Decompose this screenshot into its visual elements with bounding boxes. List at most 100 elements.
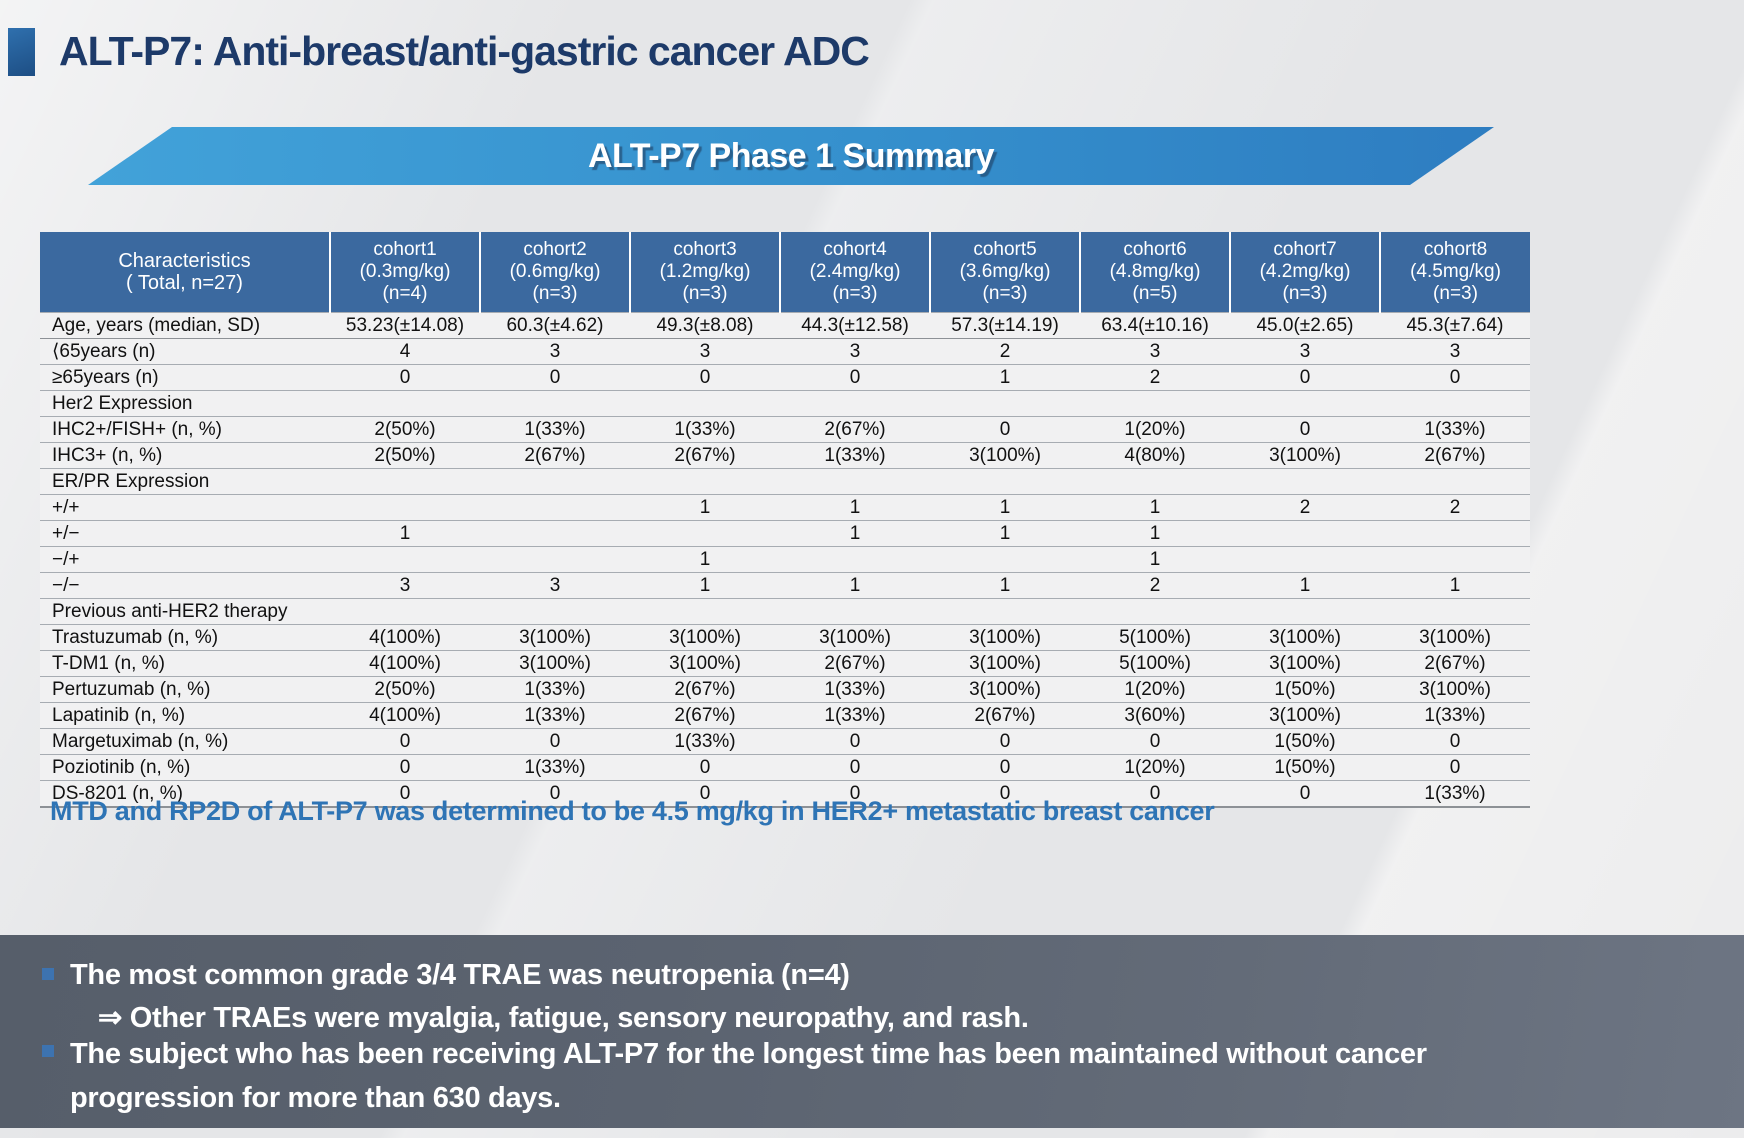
cell-value: 0	[1230, 416, 1380, 443]
cohort-header: cohort6 (4.8mg/kg) (n=5)	[1079, 232, 1230, 313]
cell-value: 3(100%)	[930, 650, 1080, 677]
cell-value: 3	[630, 338, 780, 365]
cell-value: 1	[930, 494, 1080, 521]
cell-value: 3(100%)	[780, 624, 930, 651]
bullet-square-icon	[42, 968, 54, 980]
table-row: Age, years (median, SD) 53.23(±14.08) 60.3…	[40, 312, 1530, 339]
row-label: Trastuzumab (n, %)	[40, 624, 330, 651]
table-row: Lapatinib (n, %) 4(100%) 1(33%) 2(67%) 1(33%…	[40, 702, 1530, 729]
cell-value	[480, 494, 630, 521]
cell-value: 0	[1080, 780, 1230, 808]
cell-value: 2(50%)	[330, 676, 480, 703]
cell-value: 1	[780, 520, 930, 547]
cell-value: 0	[630, 364, 780, 391]
cell-value: 1(33%)	[1380, 780, 1530, 808]
cell-value: 0	[930, 728, 1080, 755]
row-label: IHC2+/FISH+ (n, %)	[40, 416, 330, 443]
cell-value: 0	[930, 754, 1080, 781]
cell-value	[930, 546, 1080, 573]
row-label: Poziotinib (n, %)	[40, 754, 330, 781]
summary-table: Characteristics( Total, n=27) cohort1 (0.3…	[40, 232, 1530, 808]
row-label: Age, years (median, SD)	[40, 312, 330, 339]
cell-value	[1380, 546, 1530, 573]
cell-value: 53.23(±14.08)	[330, 312, 480, 339]
cell-value: 2(67%)	[630, 442, 780, 469]
cell-value: 0	[780, 780, 930, 808]
cell-value: 1(33%)	[480, 676, 630, 703]
cell-value: 1(33%)	[480, 702, 630, 729]
cell-value: 45.0(±2.65)	[1230, 312, 1380, 339]
characteristics-header: Characteristics( Total, n=27)	[40, 232, 330, 313]
table-row: ≥65years (n) 0 0 0 0 1 2 0 0	[40, 364, 1530, 391]
table-row: IHC3+ (n, %) 2(50%) 2(67%) 2(67%) 1(33%) 3(10…	[40, 442, 1530, 469]
table-row: +/− 1 1 1 1	[40, 520, 1530, 547]
highlights-box: The most common grade 3/4 TRAE was neutr…	[0, 935, 1744, 1128]
cell-value: 4(100%)	[330, 650, 480, 677]
row-label: Margetuximab (n, %)	[40, 728, 330, 755]
cell-value: 0	[630, 754, 780, 781]
cell-value: 1	[330, 520, 480, 547]
cell-value: 0	[930, 416, 1080, 443]
cohort-header: cohort3 (1.2mg/kg) (n=3)	[629, 232, 780, 313]
cell-value: 1	[930, 520, 1080, 547]
cell-value: 63.4(±10.16)	[1080, 312, 1230, 339]
cell-value	[330, 546, 480, 573]
table-header-row: Characteristics( Total, n=27) cohort1 (0.3…	[40, 232, 1530, 313]
cell-value: 4(100%)	[330, 702, 480, 729]
cell-value: 2(67%)	[1380, 650, 1530, 677]
cell-value: 2(67%)	[630, 702, 780, 729]
cell-value: 44.3(±12.58)	[780, 312, 930, 339]
cell-value: 3	[780, 338, 930, 365]
cell-value: 5(100%)	[1080, 650, 1230, 677]
table-row: ER/PR Expression	[40, 468, 1530, 495]
cell-value: 1	[1080, 546, 1230, 573]
cell-value: 1	[630, 546, 780, 573]
slide-title: ALT-P7: Anti-breast/anti-gastric cancer …	[59, 28, 870, 74]
cell-value: 1	[1380, 572, 1530, 599]
row-label: ⟨65years (n)	[40, 338, 330, 365]
cell-value: 3(100%)	[1230, 650, 1380, 677]
table-row: Margetuximab (n, %) 0 0 1(33%) 0 0 0 1(50%) 0	[40, 728, 1530, 755]
cell-value: 0	[330, 728, 480, 755]
cell-value: 1(20%)	[1080, 676, 1230, 703]
banner-title: ALT-P7 Phase 1 Summary	[588, 136, 994, 175]
cell-value: 3(100%)	[480, 650, 630, 677]
cell-value: 2(50%)	[330, 416, 480, 443]
cell-value: 3	[1380, 338, 1530, 365]
cell-value: 1(20%)	[1080, 416, 1230, 443]
cell-value: 1(33%)	[630, 728, 780, 755]
cell-value: 2	[1380, 494, 1530, 521]
title-accent-square-icon	[8, 28, 35, 76]
cell-value: 3(100%)	[1380, 624, 1530, 651]
cell-value: 2(67%)	[930, 702, 1080, 729]
cell-value: 2(67%)	[630, 676, 780, 703]
cell-value: 0	[1380, 364, 1530, 391]
cell-value: 1(33%)	[1380, 702, 1530, 729]
cell-value: 0	[480, 364, 630, 391]
section-label: Previous anti-HER2 therapy	[40, 598, 1530, 625]
cell-value: 1	[1230, 572, 1380, 599]
cell-value: 1(50%)	[1230, 728, 1380, 755]
cell-value: 1(50%)	[1230, 754, 1380, 781]
bullet-subtext: ⇒ Other TRAEs were myalgia, fatigue, sen…	[98, 1002, 1029, 1034]
cell-value: 1	[780, 572, 930, 599]
cell-value: 3	[480, 338, 630, 365]
cell-value	[1230, 546, 1380, 573]
bullet-square-icon	[42, 1045, 54, 1057]
cell-value: 60.3(±4.62)	[480, 312, 630, 339]
row-label: +/−	[40, 520, 330, 547]
cohort-header: cohort5 (3.6mg/kg) (n=3)	[929, 232, 1080, 313]
cell-value: 4	[330, 338, 480, 365]
cell-value: 2	[1080, 572, 1230, 599]
cell-value: 0	[1080, 728, 1230, 755]
cell-value: 3(100%)	[1230, 624, 1380, 651]
cell-value: 2(67%)	[780, 416, 930, 443]
cell-value: 3(100%)	[1230, 702, 1380, 729]
cell-value: 2	[1080, 364, 1230, 391]
cell-value: 3(100%)	[930, 676, 1080, 703]
table-row: +/+ 1 1 1 1 2 2	[40, 494, 1530, 521]
cell-value: 3(100%)	[630, 650, 780, 677]
cell-value: 1	[630, 572, 780, 599]
cell-value: 2(67%)	[480, 442, 630, 469]
cell-value: 0	[480, 780, 630, 808]
